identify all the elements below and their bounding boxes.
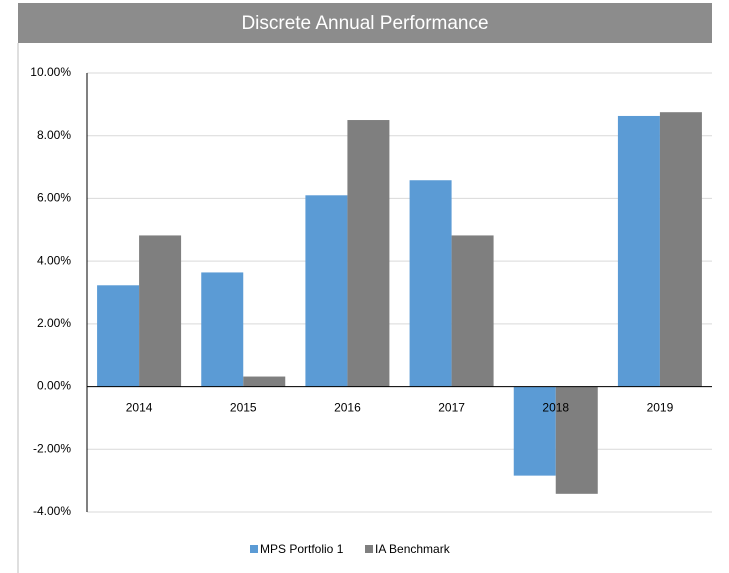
legend-label: MPS Portfolio 1 [260, 542, 344, 556]
chart-title: Discrete Annual Performance [241, 13, 488, 34]
bar [409, 180, 452, 387]
bar [139, 235, 182, 387]
x-tick-label: 2015 [230, 401, 257, 415]
y-tick-label: 6.00% [37, 191, 71, 205]
bar [617, 115, 660, 387]
bar [201, 272, 244, 387]
y-tick-label: -2.00% [33, 441, 71, 455]
bar [555, 386, 598, 494]
bar [97, 285, 140, 387]
bar [451, 235, 494, 387]
legend-swatch [250, 545, 258, 553]
x-tick-label: 2018 [542, 401, 569, 415]
title-banner [18, 3, 712, 43]
y-tick-label: 0.00% [37, 379, 71, 393]
bar [305, 195, 348, 387]
x-tick-label: 2017 [438, 401, 465, 415]
y-tick-label: 4.00% [37, 253, 71, 267]
y-tick-label: 10.00% [30, 65, 71, 79]
x-tick-label: 2016 [334, 401, 361, 415]
bar [347, 120, 390, 387]
y-tick-label: -4.00% [33, 504, 71, 518]
x-tick-label: 2019 [647, 401, 674, 415]
bar [243, 376, 286, 387]
x-tick-label: 2014 [126, 401, 153, 415]
bar [659, 112, 702, 387]
legend-label: IA Benchmark [375, 542, 451, 556]
bar [513, 386, 556, 476]
y-tick-label: 2.00% [37, 316, 71, 330]
legend-swatch [365, 545, 373, 553]
y-tick-label: 8.00% [37, 128, 71, 142]
